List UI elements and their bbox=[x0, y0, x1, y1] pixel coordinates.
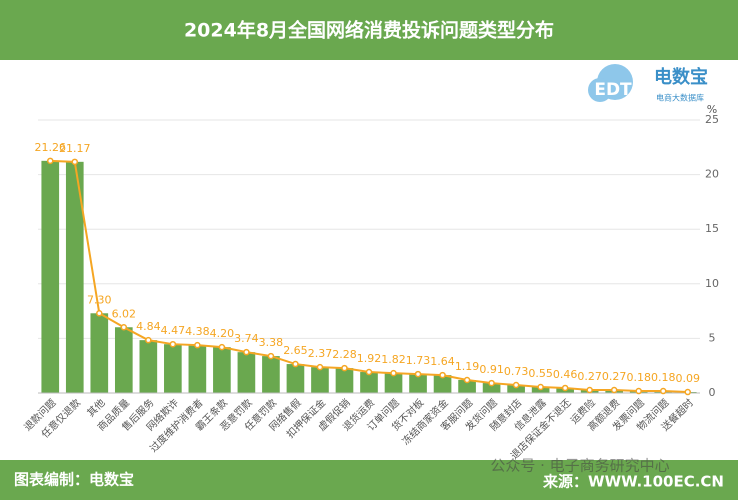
line-point bbox=[635, 387, 642, 395]
value-label: 1.64 bbox=[430, 355, 455, 368]
line-point bbox=[316, 363, 324, 371]
line-point bbox=[512, 381, 520, 389]
y-tick-label: 10 bbox=[705, 277, 719, 290]
bar bbox=[41, 160, 60, 393]
chart-title: 2024年8月全国网络消费投诉问题类型分布 bbox=[184, 19, 554, 42]
line-point bbox=[243, 348, 250, 356]
value-label: 7.30 bbox=[87, 293, 112, 306]
logo-mark: EDT bbox=[594, 80, 632, 100]
value-label: 0.46 bbox=[553, 368, 578, 381]
value-label: 2.37 bbox=[308, 347, 333, 360]
bar bbox=[482, 383, 501, 393]
x-tick-label: 其他 bbox=[84, 396, 107, 419]
line-point bbox=[267, 352, 275, 360]
line-point bbox=[96, 310, 103, 317]
bar bbox=[458, 380, 476, 393]
bar bbox=[286, 364, 305, 393]
bar bbox=[237, 352, 256, 393]
value-label: 21.17 bbox=[59, 142, 91, 155]
y-tick-label: 25 bbox=[705, 113, 719, 126]
line-point bbox=[659, 387, 667, 395]
value-label: 1.92 bbox=[357, 352, 382, 365]
logo-tagline: 电商大数据库 bbox=[656, 93, 704, 103]
value-label: 0.09 bbox=[675, 372, 700, 385]
y-tick-label: 20 bbox=[705, 168, 719, 181]
value-label: 0.27 bbox=[602, 370, 627, 383]
value-label: 4.38 bbox=[185, 325, 210, 338]
value-label: 0.18 bbox=[626, 371, 651, 384]
bar bbox=[90, 313, 109, 393]
line-point bbox=[47, 157, 54, 165]
bar bbox=[433, 375, 452, 393]
y-unit: % bbox=[707, 103, 717, 116]
value-label: 6.02 bbox=[112, 307, 137, 320]
footer-bar bbox=[0, 460, 738, 500]
value-label: 21.26 bbox=[35, 141, 67, 154]
value-label: 4.47 bbox=[161, 324, 186, 337]
value-label: 0.55 bbox=[528, 367, 553, 380]
line-point bbox=[610, 386, 618, 394]
value-label: 2.65 bbox=[283, 344, 308, 357]
value-label: 3.38 bbox=[259, 336, 284, 349]
value-label: 3.74 bbox=[234, 332, 259, 345]
line-point bbox=[145, 336, 152, 344]
line-point bbox=[120, 324, 128, 331]
bar bbox=[384, 373, 403, 393]
value-label: 1.19 bbox=[455, 360, 480, 373]
line-point bbox=[586, 386, 593, 394]
bar bbox=[65, 161, 84, 393]
line-point bbox=[390, 369, 397, 377]
line-point bbox=[365, 368, 373, 376]
footer-credit: 图表编制：电数宝 bbox=[14, 471, 134, 489]
bar bbox=[409, 374, 427, 393]
bar bbox=[360, 372, 378, 393]
bar bbox=[335, 368, 354, 393]
value-label: 2.28 bbox=[332, 348, 357, 361]
y-tick-label: 0 bbox=[709, 386, 716, 399]
line-point bbox=[463, 376, 471, 384]
logo-name: 电数宝 bbox=[654, 66, 708, 88]
y-tick-label: 15 bbox=[705, 222, 719, 235]
footer-source: 来源：WWW.100EC.CN bbox=[542, 473, 724, 491]
line-point bbox=[341, 364, 348, 372]
value-label: 4.20 bbox=[210, 327, 235, 340]
value-label: 1.82 bbox=[381, 353, 406, 366]
value-label: 0.73 bbox=[504, 365, 529, 378]
value-label: 0.27 bbox=[577, 370, 602, 383]
header-bar bbox=[0, 0, 738, 60]
line-point bbox=[439, 371, 446, 379]
value-label: 0.91 bbox=[479, 363, 504, 376]
bar bbox=[213, 347, 231, 393]
line-point bbox=[169, 340, 177, 348]
bar bbox=[139, 340, 158, 393]
line-point bbox=[194, 341, 201, 349]
line-point bbox=[218, 343, 226, 351]
line-point bbox=[414, 370, 422, 378]
value-label: 0.18 bbox=[651, 371, 676, 384]
line-point bbox=[537, 383, 544, 391]
watermark: 公众号 · 电子商务研究中心 bbox=[490, 457, 669, 475]
line-point bbox=[488, 379, 495, 387]
line-point bbox=[684, 388, 691, 396]
value-label: 1.73 bbox=[406, 354, 431, 367]
bar bbox=[114, 327, 133, 393]
logo-cloud bbox=[588, 78, 612, 102]
y-tick-label: 5 bbox=[709, 331, 716, 344]
line-point bbox=[71, 158, 79, 166]
bar bbox=[262, 356, 280, 393]
bar bbox=[507, 385, 525, 393]
bar bbox=[164, 344, 182, 393]
line-point bbox=[561, 384, 569, 392]
bar bbox=[311, 367, 329, 393]
bar bbox=[188, 345, 207, 393]
value-label: 4.84 bbox=[136, 320, 161, 333]
line-point bbox=[292, 360, 299, 368]
